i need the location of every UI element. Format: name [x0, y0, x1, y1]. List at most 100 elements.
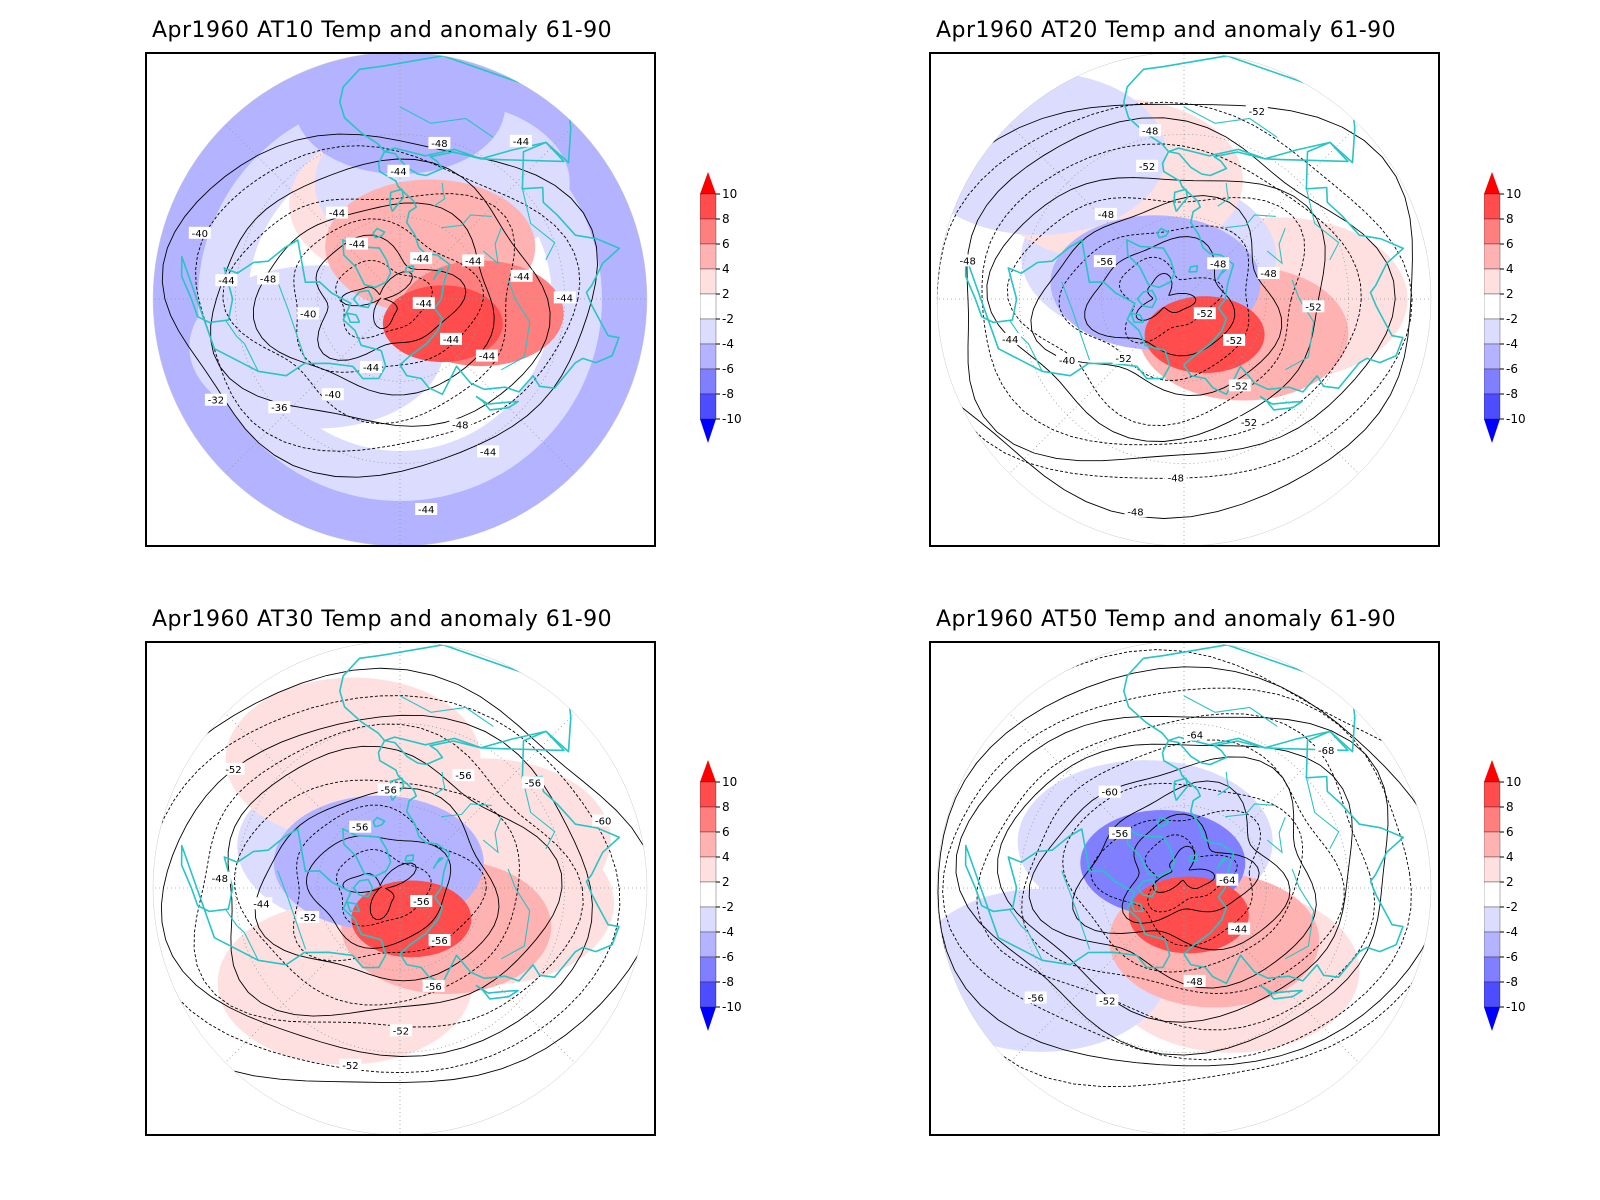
contour-label: -56: [1094, 255, 1116, 268]
svg-text:-48: -48: [1260, 269, 1276, 280]
colorbar-arrow-top: [1484, 172, 1500, 194]
colorbar: 10 8 6 4 2 -2 -4 -6 -8 -10: [700, 172, 770, 462]
svg-text:-52: -52: [225, 765, 241, 776]
svg-text:-56: -56: [431, 936, 447, 947]
colorbar-box: [700, 857, 716, 882]
contour-label: -44: [554, 291, 576, 304]
colorbar-tick-label: -10: [1506, 1000, 1526, 1014]
panel-title: Apr1960 AT10 Temp and anomaly 61-90: [152, 18, 612, 43]
contour-label: -52: [339, 1059, 361, 1072]
contour-label: -44: [346, 238, 368, 251]
colorbar-tick-label: -6: [1506, 362, 1518, 376]
svg-text:-52: -52: [1139, 162, 1155, 173]
contour-label: -44: [462, 254, 484, 267]
svg-text:-48: -48: [1210, 259, 1226, 270]
svg-text:-36: -36: [271, 403, 287, 414]
contour-label: -56: [1025, 992, 1047, 1005]
svg-text:-48: -48: [212, 874, 228, 885]
contour-label: -60: [592, 815, 614, 828]
colorbar-tick-label: -10: [722, 412, 742, 426]
contour-label: -48: [957, 254, 979, 267]
contour-label: -44: [999, 333, 1021, 346]
contour-label: -56: [378, 784, 400, 797]
contour-label: -64: [1184, 729, 1206, 742]
colorbar-arrow-bottom: [1484, 1007, 1500, 1031]
svg-text:-56: -56: [425, 982, 441, 993]
colorbar-box: [1484, 832, 1500, 857]
contour-label: -56: [429, 934, 451, 947]
contour-label: -56: [410, 895, 432, 908]
svg-text:-44: -44: [363, 363, 379, 374]
contour-label: -44: [410, 252, 432, 265]
svg-text:-44: -44: [557, 293, 573, 304]
polar-map-plot: -64-44-48-52-56-56-60-64-68: [931, 643, 1438, 1134]
colorbar-box: [1484, 394, 1500, 419]
svg-text:-56: -56: [413, 897, 429, 908]
svg-text:-52: -52: [1115, 354, 1131, 365]
svg-text:-48: -48: [431, 139, 447, 150]
contour-label: -52: [1096, 994, 1118, 1007]
svg-text:-48: -48: [1186, 977, 1202, 988]
contour-label: -60: [1099, 786, 1121, 799]
colorbar-tick-label: -8: [1506, 387, 1518, 401]
contour-label: -40: [322, 388, 344, 401]
colorbar-box: [700, 294, 716, 319]
svg-text:-52: -52: [1249, 107, 1265, 118]
svg-text:-60: -60: [595, 817, 611, 828]
colorbar-tick-label: 4: [1506, 262, 1514, 276]
contour-label: -48: [449, 419, 471, 432]
polar-map-plot: -52 -52 -52 -52 -48 -48 -52 -40 -44 -48 -56 -48 -52 -…: [931, 54, 1438, 545]
svg-text:-44: -44: [253, 899, 269, 910]
contour-label: -44: [1228, 923, 1250, 936]
colorbar-box: [1484, 319, 1500, 344]
contour-label: -44: [326, 207, 348, 220]
contour-label: -52: [1194, 307, 1216, 320]
svg-text:-40: -40: [300, 309, 316, 320]
colorbar-tick-label: -8: [722, 387, 734, 401]
colorbar-arrow-bottom: [700, 419, 716, 443]
svg-text:-48: -48: [1168, 473, 1184, 484]
svg-text:-48: -48: [1098, 210, 1114, 221]
contour-label: -44: [476, 350, 498, 363]
svg-text:-40: -40: [325, 390, 341, 401]
contour-label: -52: [1229, 379, 1251, 392]
colorbar-tick-label: 8: [1506, 800, 1514, 814]
colorbar-box: [700, 369, 716, 394]
colorbar-box: [1484, 857, 1500, 882]
colorbar-box: [1484, 907, 1500, 932]
colorbar-box: [1484, 269, 1500, 294]
svg-text:-52: -52: [342, 1061, 358, 1072]
colorbar-box: [700, 194, 716, 219]
contour-label: -52: [1302, 300, 1324, 313]
svg-text:-56: -56: [1097, 257, 1113, 268]
polar-map: -56 -56 -56 -52 -52 -52 -44 -48 -52 -56 -56 -56 -56-…: [145, 641, 656, 1136]
colorbar-tick-label: -2: [722, 312, 734, 326]
contour-label: -56: [522, 777, 544, 790]
colorbar-tick-label: 2: [722, 875, 730, 889]
contour-label: -52: [1238, 416, 1260, 429]
svg-text:-44: -44: [418, 505, 434, 516]
colorbar-box: [1484, 982, 1500, 1007]
colorbar-tick-label: 8: [1506, 212, 1514, 226]
contour-label: -52: [390, 1024, 412, 1037]
contour-label: -52: [1136, 160, 1158, 173]
colorbar-tick-label: -2: [1506, 900, 1518, 914]
svg-text:-44: -44: [480, 447, 496, 458]
colorbar-box: [700, 244, 716, 269]
colorbar-box: [700, 982, 716, 1007]
colorbar-tick-label: 8: [722, 212, 730, 226]
colorbar: 10 8 6 4 2 -2 -4 -6 -8 -10: [700, 760, 770, 1050]
svg-text:-52: -52: [393, 1026, 409, 1037]
contour-label: -44: [388, 165, 410, 178]
svg-text:-56: -56: [352, 823, 368, 834]
polar-map-plot: -56-56-56-52-52-52-44-48-52-56-56-56-56-…: [147, 643, 654, 1134]
colorbar-tick-label: -6: [722, 362, 734, 376]
colorbar-tick-label: 2: [1506, 875, 1514, 889]
svg-text:-44: -44: [349, 240, 365, 251]
colorbar-tick-label: 2: [1506, 287, 1514, 301]
panel-title: Apr1960 AT30 Temp and anomaly 61-90: [152, 607, 612, 632]
colorbar-tick-label: 4: [722, 850, 730, 864]
colorbar-tick-label: -4: [722, 925, 734, 939]
colorbar-box: [700, 832, 716, 857]
polar-map: -44 -44 -44 -48 -44 -44 -44 -40 -36 -32 -40 -48 -44-…: [145, 52, 656, 547]
